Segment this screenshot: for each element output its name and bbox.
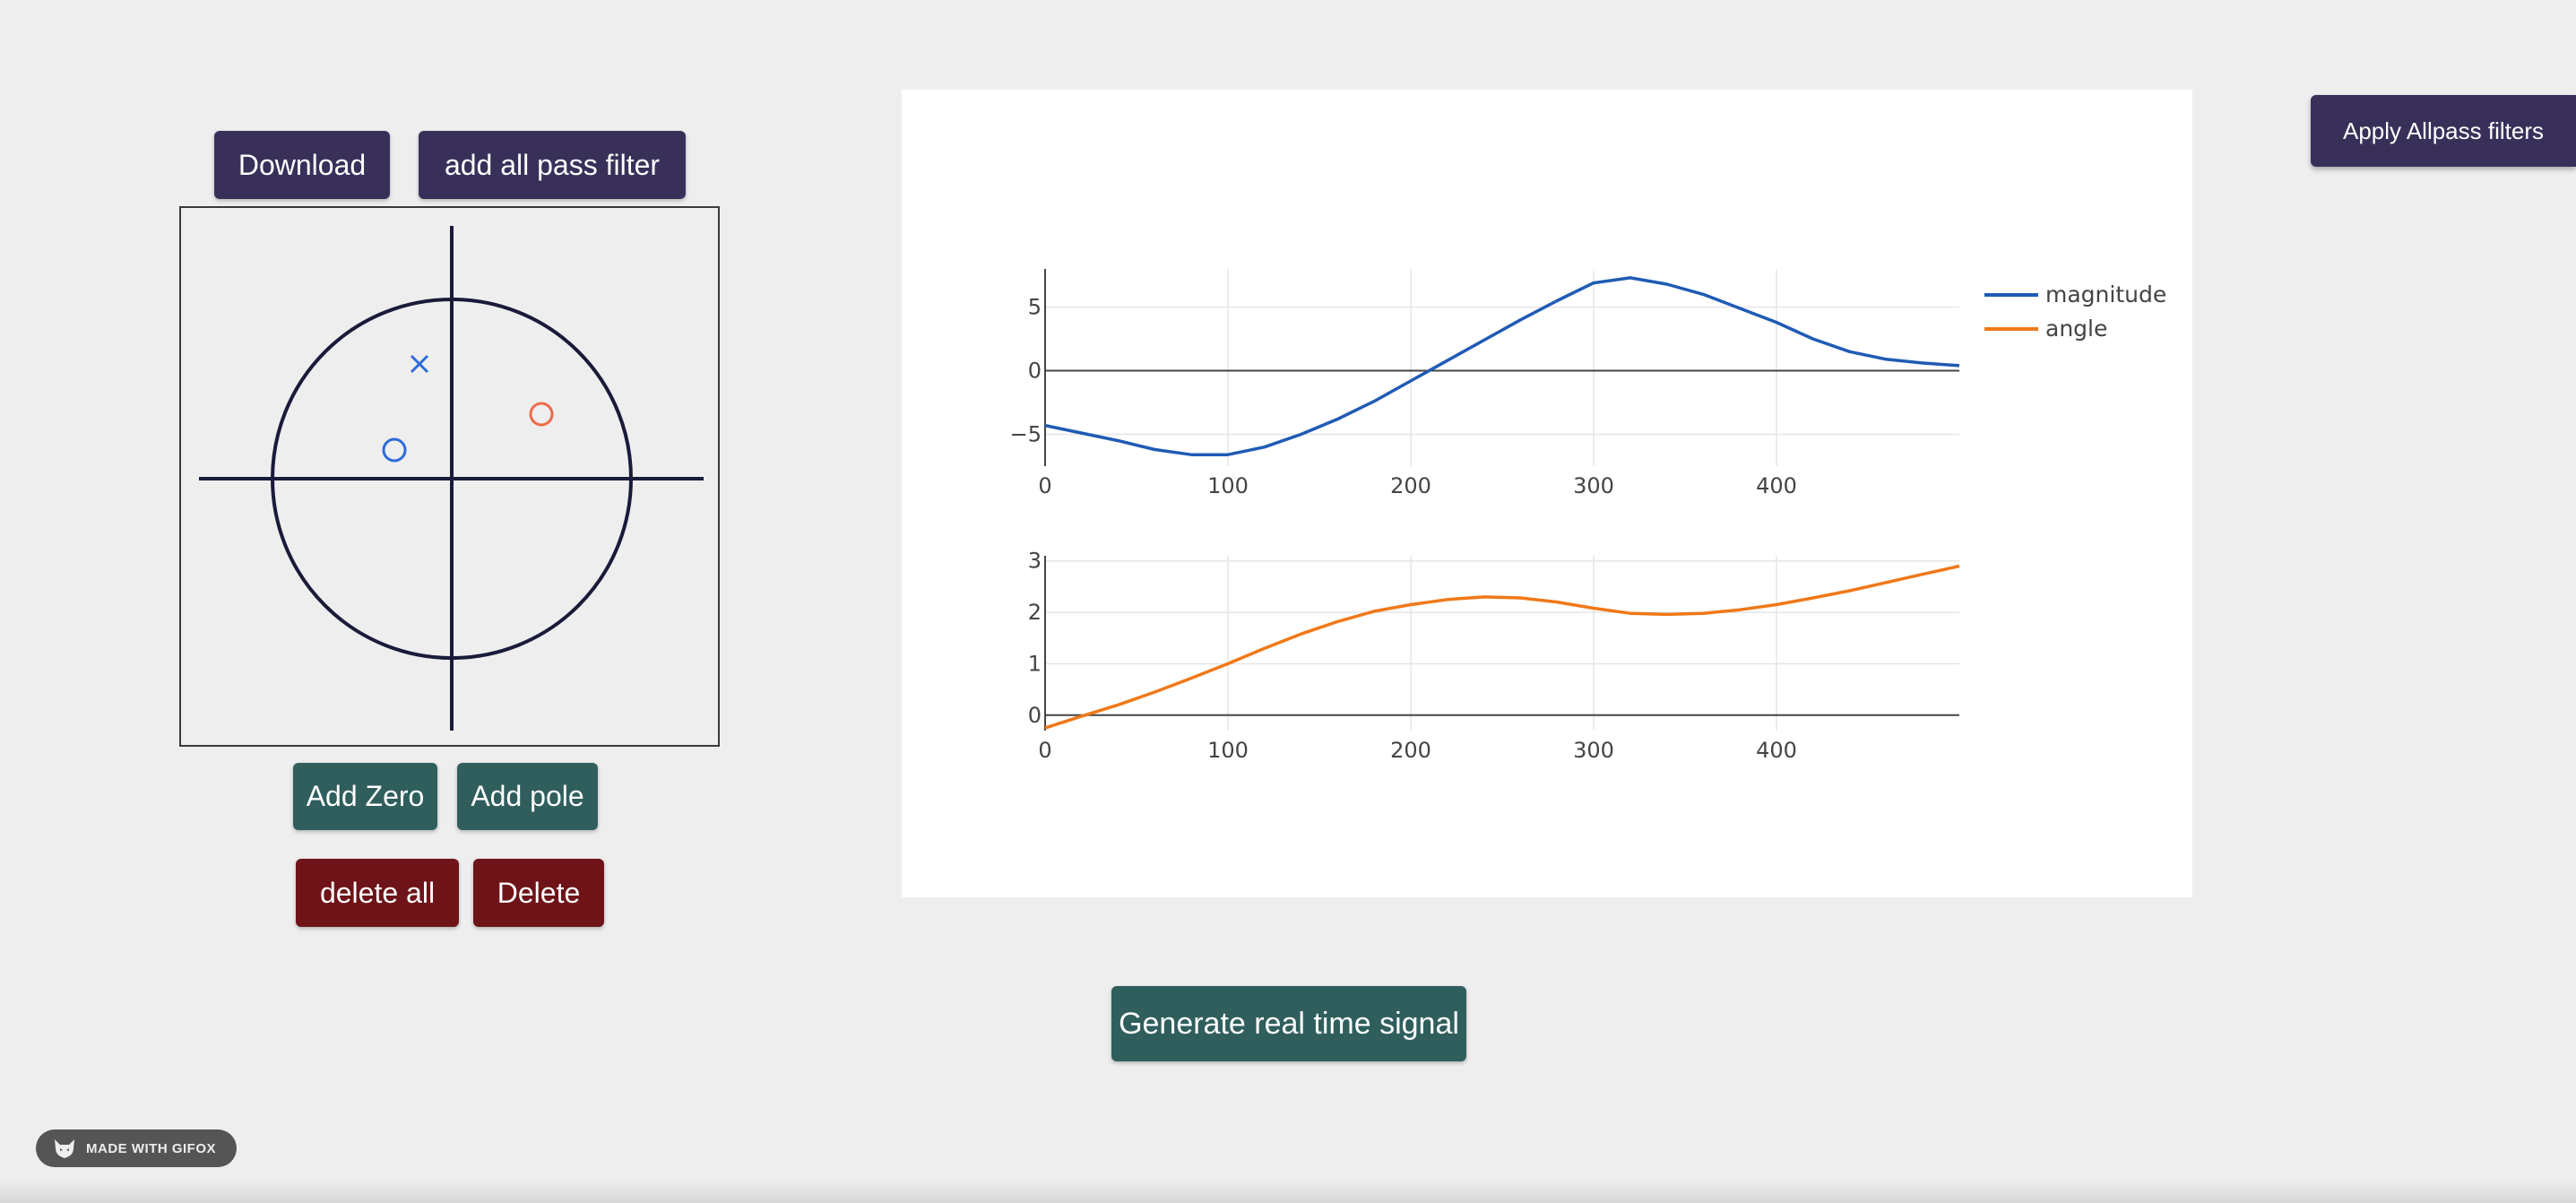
x-tick-label: 100 — [1207, 738, 1249, 763]
pole-marker[interactable] — [410, 354, 429, 374]
series-line-magnitude — [1044, 276, 1960, 456]
apply-allpass-filters-button[interactable]: Apply Allpass filters — [2311, 95, 2576, 167]
generate-real-time-signal-button[interactable]: Generate real time signal — [1111, 986, 1466, 1061]
y-tick-label: 5 — [1028, 295, 1042, 320]
add-zero-button[interactable]: Add Zero — [293, 763, 437, 830]
add-pole-button[interactable]: Add pole — [457, 763, 598, 830]
fox-icon — [55, 1139, 74, 1158]
magnitude-chart: 5 0 −5 0 100 200 300 400 — [1010, 269, 1960, 498]
y-tick-label: 0 — [1028, 359, 1042, 384]
y-tick-label: 2 — [1028, 600, 1042, 625]
x-tick-label: 400 — [1756, 473, 1797, 498]
legend-label-angle[interactable]: angle — [2045, 316, 2107, 342]
x-tick-label: 0 — [1038, 473, 1051, 498]
chart-legend: magnitude angle — [1984, 281, 2166, 342]
delete-button[interactable]: Delete — [473, 859, 604, 927]
x-tick-label: 300 — [1573, 473, 1614, 498]
bottom-shadow — [0, 1180, 2576, 1203]
watermark-text: MADE WITH GIFOX — [86, 1140, 216, 1156]
x-tick-label: 300 — [1573, 738, 1614, 763]
y-tick-label: 1 — [1028, 651, 1042, 676]
y-tick-label: 0 — [1028, 703, 1042, 728]
unit-circle — [271, 298, 633, 660]
y-tick-label: 3 — [1028, 549, 1042, 574]
x-tick-label: 200 — [1390, 473, 1431, 498]
frequency-response-panel: 5 0 −5 0 100 200 300 400 3 2 1 0 0 100 200 300 400 magn… — [902, 90, 2192, 897]
x-tick-label: 100 — [1207, 473, 1249, 498]
x-tick-label: 400 — [1756, 738, 1797, 763]
delete-all-button[interactable]: delete all — [296, 859, 459, 927]
zero-marker[interactable] — [529, 402, 554, 427]
legend-label-magnitude[interactable]: magnitude — [2045, 281, 2166, 307]
z-plane-svg — [199, 226, 704, 731]
series-line-angle — [1044, 564, 1960, 730]
zero-marker[interactable] — [382, 437, 407, 463]
pole-stroke — [410, 354, 429, 374]
y-tick-label: −5 — [1010, 422, 1042, 447]
download-button[interactable]: Download — [214, 131, 390, 199]
z-plane-canvas[interactable] — [179, 206, 720, 747]
x-tick-label: 0 — [1038, 738, 1051, 763]
gifox-watermark[interactable]: MADE WITH GIFOX — [36, 1129, 237, 1167]
add-allpass-filter-button[interactable]: add all pass filter — [419, 131, 686, 199]
x-tick-label: 200 — [1390, 738, 1431, 763]
